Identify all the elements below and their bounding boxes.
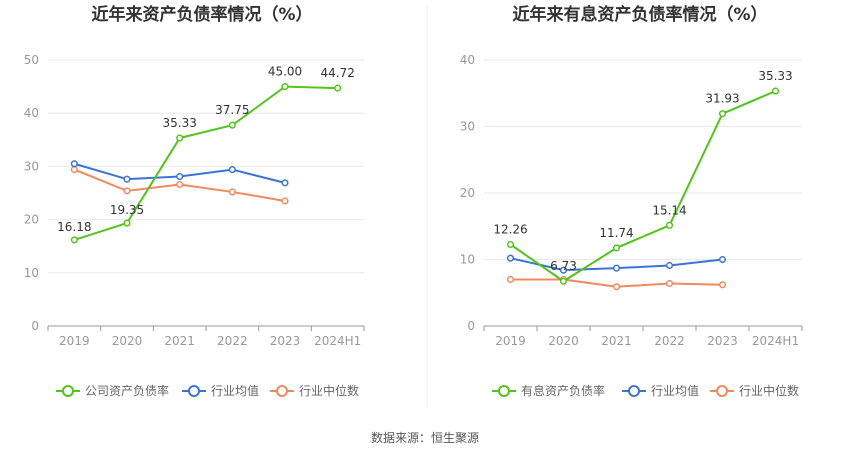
right-series-point-0 — [612, 244, 621, 252]
left-y-tick-label: 0 — [31, 319, 39, 333]
legend-label: 行业中位数 — [299, 383, 359, 398]
right-data-label: 12.26 — [493, 222, 527, 236]
left-y-tick-label: 40 — [24, 106, 39, 120]
right-data-label: 15.14 — [652, 203, 686, 217]
right-data-label: 31.93 — [705, 92, 739, 106]
right-series-point-2 — [506, 275, 515, 284]
right-x-tick-label: 2019 — [495, 334, 526, 348]
right-series-point-1 — [506, 254, 515, 262]
left-legend-item-1[interactable]: 行业均值 — [182, 383, 259, 398]
left-legend-item-2[interactable]: 行业中位数 — [270, 383, 359, 398]
right-series-point-2 — [665, 279, 674, 287]
left-series-point-1 — [281, 179, 289, 187]
left-x-tick-label: 2019 — [59, 334, 90, 348]
right-series-point-1 — [718, 255, 727, 264]
legend-marker-swatch — [716, 385, 728, 397]
legend-marker-swatch — [498, 385, 510, 397]
legend-label: 公司资产负债率 — [85, 383, 169, 398]
right-series-point-0 — [665, 221, 674, 229]
left-series-point-0 — [281, 83, 289, 91]
right-series-line-0 — [509, 90, 776, 283]
data-source-note: 数据来源：恒生聚源 — [371, 430, 479, 445]
right-y-tick-label: 40 — [460, 53, 475, 67]
left-y-tick-label: 50 — [24, 53, 39, 67]
left-series-point-1 — [123, 175, 131, 183]
left-y-tick-label: 20 — [24, 213, 39, 227]
left-series-point-0 — [176, 134, 184, 142]
legend-marker-swatch — [62, 385, 74, 397]
legend-label: 行业均值 — [211, 383, 259, 398]
left-x-tick-label: 2020 — [112, 334, 143, 348]
left-y-tick-label: 10 — [24, 266, 39, 280]
left-x-tick-label: 2023 — [270, 334, 301, 348]
left-series-point-0 — [123, 219, 131, 227]
right-y-tick-label: 10 — [460, 253, 475, 267]
right-series-point-2 — [718, 281, 727, 289]
left-legend-item-0[interactable]: 公司资产负债率 — [56, 383, 169, 398]
left-series-point-1 — [176, 172, 184, 181]
right-data-label: 35.33 — [758, 69, 792, 83]
left-x-tick-label: 2022 — [217, 334, 248, 348]
right-x-tick-label: 2020 — [548, 334, 579, 348]
left-series-point-1 — [228, 166, 236, 174]
left-y-tick-label: 30 — [24, 159, 39, 173]
right-series-point-2 — [612, 283, 621, 291]
left-data-label: 37.75 — [215, 103, 249, 117]
right-series-point-0 — [718, 110, 727, 118]
right-y-tick-label: 30 — [460, 120, 475, 134]
left-series-point-2 — [123, 187, 131, 195]
left-series-point-2 — [70, 166, 78, 174]
legend-label: 行业中位数 — [739, 383, 799, 398]
right-legend-item-1[interactable]: 行业均值 — [622, 383, 699, 398]
right-legend-item-0[interactable]: 有息资产负债率 — [492, 383, 605, 398]
left-series-point-0 — [228, 121, 236, 129]
left-series-point-0 — [70, 236, 78, 244]
right-chart-title: 近年来有息资产负债率情况（%） — [512, 4, 767, 25]
legend-label: 有息资产负债率 — [521, 383, 605, 398]
left-series-line-0 — [74, 85, 338, 241]
left-series-point-0 — [334, 84, 342, 92]
right-series-point-1 — [612, 264, 621, 272]
right-legend-item-2[interactable]: 行业中位数 — [710, 383, 799, 398]
left-series-point-2 — [228, 188, 236, 196]
legend-marker-swatch — [628, 385, 640, 397]
left-series-point-2 — [176, 180, 184, 189]
right-x-tick-label: 2022 — [654, 334, 685, 348]
left-chart-title: 近年来资产负债率情况（%） — [91, 4, 312, 25]
right-data-label: 11.74 — [599, 226, 633, 240]
right-y-tick-label: 20 — [460, 186, 475, 200]
right-x-tick-label: 2023 — [707, 334, 738, 348]
left-data-label: 44.72 — [320, 66, 354, 80]
right-series-point-0 — [771, 87, 780, 95]
right-y-tick-label: 0 — [467, 319, 475, 333]
right-series-point-1 — [559, 266, 568, 274]
left-x-tick-label: 2021 — [164, 334, 195, 348]
right-data-label: 6.73 — [550, 259, 577, 273]
left-x-tick-label: 2024H1 — [314, 334, 361, 348]
left-data-label: 35.33 — [162, 116, 196, 130]
right-x-tick-label: 2021 — [601, 334, 632, 348]
right-series-point-1 — [665, 261, 674, 270]
right-x-tick-label: 2024H1 — [752, 334, 799, 348]
right-chart-panel: 近年来有息资产负债率情况（%） 0 10 20 30 40 2019 2020 2021 202… — [460, 4, 803, 398]
left-chart-panel: 近年来资产负债率情况（%） 0 10 20 30 40 50 2019 2020 2021 202… — [24, 4, 365, 398]
right-series-point-0 — [506, 240, 515, 249]
left-data-label: 45.00 — [268, 65, 302, 79]
left-data-label: 19.35 — [110, 203, 144, 217]
left-series-point-1 — [70, 160, 78, 168]
legend-label: 行业均值 — [651, 383, 699, 398]
legend-marker-swatch — [188, 385, 200, 397]
right-series-point-0 — [559, 277, 568, 285]
legend-marker-swatch — [276, 385, 288, 397]
left-data-label: 16.18 — [57, 220, 91, 234]
left-series-point-2 — [281, 197, 289, 205]
